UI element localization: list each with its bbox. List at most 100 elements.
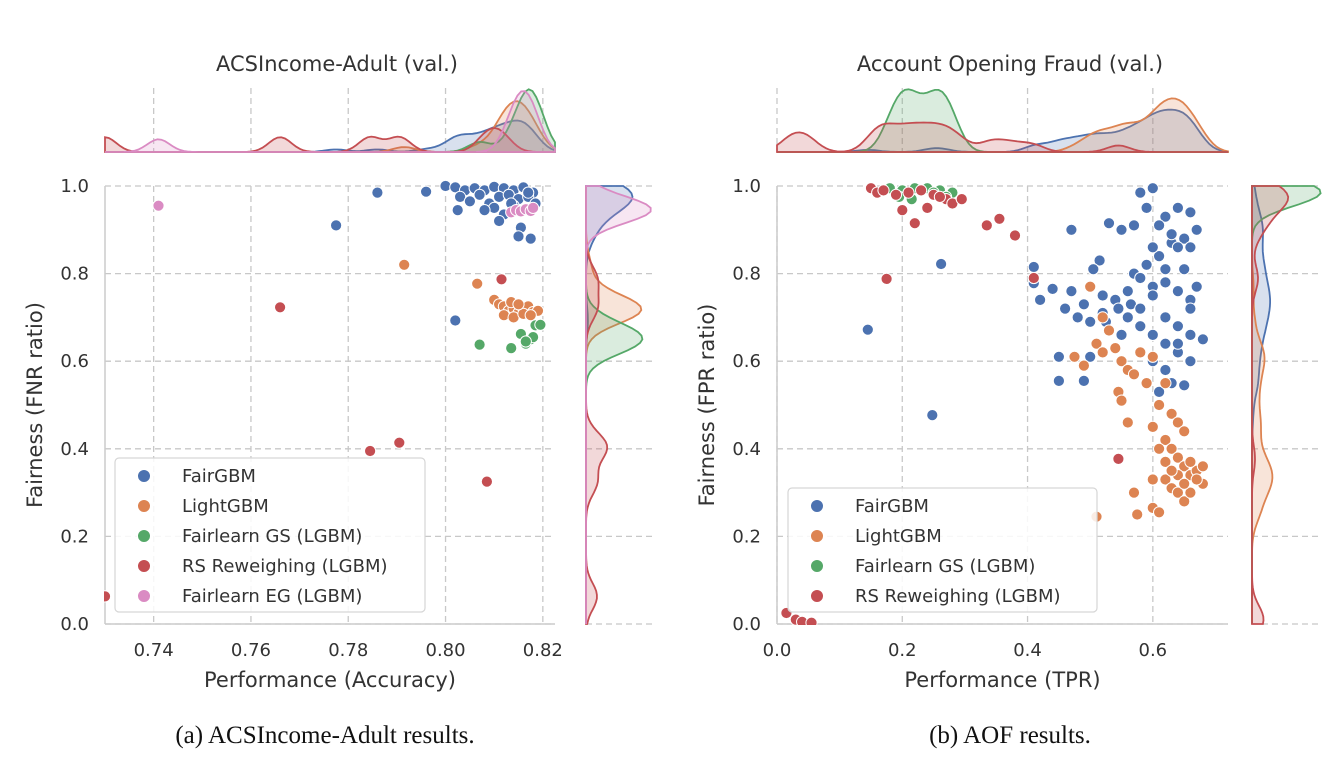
y-tick-label: 0.0 bbox=[60, 614, 89, 635]
point-fairgbm bbox=[1134, 271, 1147, 285]
point-rs-reweighing-lgbm bbox=[393, 436, 406, 449]
point-fairgbm bbox=[1159, 210, 1172, 223]
point-lightgbm bbox=[1109, 342, 1122, 355]
caption-b: (b) AOF results. bbox=[929, 722, 1091, 749]
point-rs-reweighing-lgbm bbox=[955, 193, 968, 206]
x-tick-label: 0.74 bbox=[134, 640, 174, 661]
x-tick-label: 0.80 bbox=[426, 640, 466, 661]
legend-label-rs-reweighing-lgbm: RS Reweighing (LGBM) bbox=[855, 586, 1061, 607]
point-fairgbm bbox=[1153, 219, 1166, 232]
x-axis-label: Performance (TPR) bbox=[904, 668, 1100, 692]
legend-label-rs-reweighing-lgbm: RS Reweighing (LGBM) bbox=[182, 556, 388, 577]
point-fairgbm bbox=[1171, 320, 1185, 333]
point-fairgbm bbox=[1153, 250, 1166, 263]
point-lightgbm bbox=[1146, 473, 1159, 486]
point-lightgbm bbox=[1171, 451, 1185, 464]
point-lightgbm bbox=[1190, 473, 1203, 486]
point-lightgbm bbox=[1171, 416, 1185, 429]
point-fairgbm bbox=[478, 204, 491, 217]
point-fairgbm bbox=[1159, 276, 1172, 289]
legend-label-lightgbm: LightGBM bbox=[855, 526, 942, 547]
point-fairgbm bbox=[1196, 333, 1210, 346]
point-fairlearn-gs-lgbm bbox=[534, 318, 547, 331]
point-fairgbm bbox=[420, 185, 433, 198]
point-rs-reweighing-lgbm bbox=[1112, 452, 1125, 465]
point-rs-reweighing-lgbm bbox=[1027, 271, 1040, 285]
point-lightgbm bbox=[1171, 486, 1185, 499]
point-fairgbm bbox=[1046, 282, 1059, 295]
point-fairgbm bbox=[1190, 223, 1203, 236]
legend: FairGBM LightGBM Fairlearn GS (LGBM) RS Rew… bbox=[114, 457, 426, 613]
point-rs-reweighing-lgbm bbox=[880, 272, 893, 285]
point-fairgbm bbox=[473, 188, 486, 201]
point-fairgbm bbox=[1171, 337, 1185, 350]
point-lightgbm bbox=[1115, 394, 1128, 407]
point-fairgbm bbox=[1027, 260, 1040, 274]
point-lightgbm bbox=[1077, 359, 1091, 372]
point-rs-reweighing-lgbm bbox=[364, 444, 377, 458]
y-tick-label: 1.0 bbox=[732, 176, 761, 197]
point-fairgbm bbox=[1159, 337, 1172, 350]
point-lightgbm bbox=[1146, 420, 1159, 433]
point-fairgbm bbox=[1065, 285, 1078, 298]
point-lightgbm bbox=[471, 277, 484, 290]
legend-marker-fairlearn-eg-lgbm bbox=[137, 589, 151, 603]
point-lightgbm bbox=[1178, 425, 1191, 438]
point-rs-reweighing-lgbm bbox=[933, 190, 947, 203]
point-fairgbm bbox=[1184, 206, 1197, 219]
legend-marker-fairgbm bbox=[810, 499, 824, 513]
x-tick-label: 0.82 bbox=[523, 640, 563, 661]
point-fairgbm bbox=[935, 257, 948, 271]
y-axis-label: Fairness (FPR ratio) bbox=[695, 304, 719, 507]
point-rs-reweighing-lgbm bbox=[1008, 229, 1022, 242]
point-fairgbm bbox=[1121, 285, 1134, 298]
point-fairgbm bbox=[1140, 201, 1153, 214]
point-fairgbm bbox=[371, 186, 384, 199]
legend-marker-fairlearn-gs-lgbm bbox=[810, 559, 824, 573]
scatter-points bbox=[104, 179, 547, 603]
point-fairgbm bbox=[861, 323, 874, 336]
caption-a: (a) ACSIncome-Adult results. bbox=[175, 722, 475, 749]
point-fairlearn-eg-lgbm bbox=[152, 199, 165, 212]
point-fairgbm bbox=[1171, 201, 1185, 214]
point-rs-reweighing-lgbm bbox=[104, 590, 112, 603]
point-lightgbm bbox=[1084, 280, 1097, 293]
point-fairgbm bbox=[1140, 258, 1153, 271]
point-fairlearn-gs-lgbm bbox=[505, 342, 518, 355]
legend: FairGBM LightGBM Fairlearn GS (LGBM) RS Rew… bbox=[787, 487, 1098, 613]
legend-label-fairlearn-eg-lgbm: Fairlearn EG (LGBM) bbox=[182, 586, 362, 607]
point-lightgbm bbox=[1115, 355, 1128, 368]
panel-aof: Account Opening Fraud (val.) 0.0 0.2 0.4 0.6… bbox=[695, 52, 1322, 692]
point-fairgbm bbox=[1153, 385, 1166, 398]
y-tick-label: 0.2 bbox=[732, 526, 761, 547]
y-tick-label: 0.8 bbox=[732, 264, 761, 285]
point-fairgbm bbox=[1146, 289, 1159, 302]
point-fairgbm bbox=[1115, 223, 1128, 236]
point-fairgbm bbox=[1165, 228, 1178, 241]
point-rs-reweighing-lgbm bbox=[896, 204, 909, 217]
panel-acsincome: ACSIncome-Adult (val.) 0.74 0.76 0.78 0.80 0.… bbox=[23, 52, 652, 692]
point-fairgbm bbox=[330, 219, 343, 232]
legend-label-fairlearn-gs-lgbm: Fairlearn GS (LGBM) bbox=[182, 526, 362, 547]
point-lightgbm bbox=[524, 309, 537, 322]
point-fairgbm bbox=[1184, 355, 1197, 368]
point-lightgbm bbox=[1096, 311, 1109, 324]
legend-label-lightgbm: LightGBM bbox=[182, 496, 269, 517]
point-rs-reweighing-lgbm bbox=[805, 616, 818, 625]
legend-label-fairgbm: FairGBM bbox=[182, 466, 256, 487]
point-lightgbm bbox=[1068, 350, 1081, 363]
point-fairgbm bbox=[1146, 182, 1159, 195]
point-fairgbm bbox=[1159, 311, 1172, 324]
point-lightgbm bbox=[1165, 464, 1178, 477]
point-lightgbm bbox=[1178, 495, 1191, 508]
point-fairgbm bbox=[1052, 350, 1066, 363]
point-lightgbm bbox=[1165, 407, 1178, 420]
point-fairgbm bbox=[451, 204, 464, 217]
point-lightgbm bbox=[1121, 416, 1134, 429]
point-lightgbm bbox=[1134, 346, 1147, 359]
point-fairgbm bbox=[1127, 219, 1141, 232]
side-kde-fairlearn-gs-lgbm bbox=[585, 186, 644, 624]
point-fairgbm bbox=[1159, 263, 1172, 276]
legend-marker-rs-reweighing-lgbm bbox=[137, 559, 151, 573]
